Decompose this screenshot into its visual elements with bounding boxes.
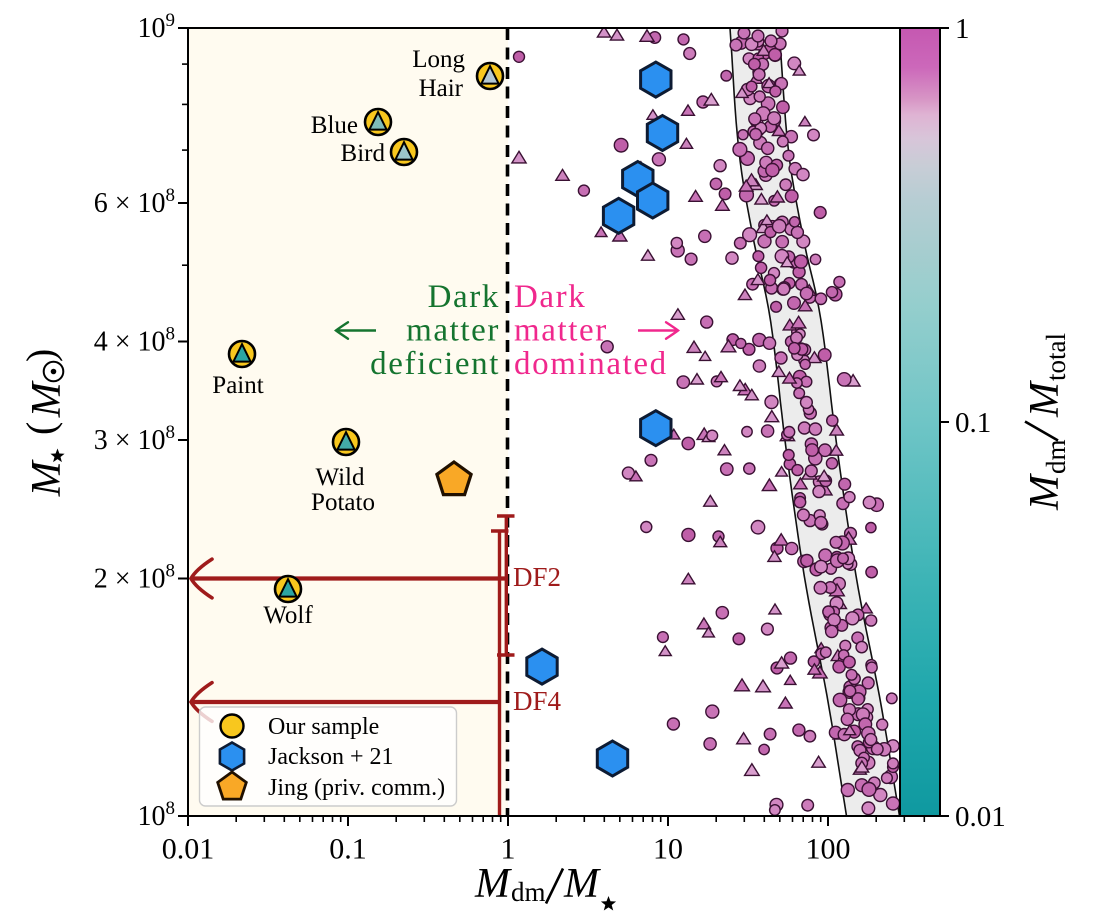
svg-text:Wild: Wild <box>316 464 365 491</box>
svg-text:dm: dm <box>511 877 546 907</box>
svg-text:deficient: deficient <box>370 346 500 382</box>
svg-text:Bird: Bird <box>341 140 386 167</box>
svg-text:Long: Long <box>412 46 465 73</box>
svg-text:Jackson + 21: Jackson + 21 <box>268 744 394 770</box>
svg-text:2 × 108: 2 × 108 <box>94 561 175 595</box>
svg-text:dm: dm <box>1041 439 1071 474</box>
svg-text:1: 1 <box>501 833 516 866</box>
svg-text:0.01: 0.01 <box>955 801 1006 833</box>
svg-text:0.1: 0.1 <box>955 407 991 439</box>
svg-text:0.1: 0.1 <box>329 833 367 866</box>
svg-text:total: total <box>1041 333 1071 381</box>
svg-text:(: ( <box>18 422 63 435</box>
svg-text:Dark: Dark <box>514 279 586 315</box>
svg-text:Paint: Paint <box>212 372 263 399</box>
svg-text:M: M <box>24 380 70 418</box>
svg-text:0.01: 0.01 <box>162 833 215 866</box>
svg-text:M: M <box>474 861 512 907</box>
svg-text:Blue: Blue <box>311 112 358 139</box>
svg-text:): ) <box>18 349 63 362</box>
svg-text:M: M <box>563 861 601 907</box>
svg-text:M: M <box>1022 380 1068 418</box>
svg-text:M: M <box>24 459 70 497</box>
svg-text:6 × 108: 6 × 108 <box>94 185 175 219</box>
svg-text:1: 1 <box>955 13 970 45</box>
svg-text:Potato: Potato <box>311 489 375 516</box>
svg-text:10: 10 <box>653 833 683 866</box>
svg-text:Dark: Dark <box>428 279 500 315</box>
svg-text:DF4: DF4 <box>513 686 562 716</box>
svg-text:4 × 108: 4 × 108 <box>94 324 175 358</box>
svg-text:Hair: Hair <box>419 75 464 102</box>
svg-text:DF2: DF2 <box>513 562 561 592</box>
svg-text:matter: matter <box>514 313 608 349</box>
svg-text:Jing (priv. comm.): Jing (priv. comm.) <box>268 775 445 801</box>
svg-text:100: 100 <box>806 833 851 866</box>
svg-text:matter: matter <box>406 313 500 349</box>
svg-text:M: M <box>1022 473 1068 511</box>
svg-text:dominated: dominated <box>514 346 668 382</box>
svg-text:Wolf: Wolf <box>263 602 313 629</box>
svg-text:3 × 108: 3 × 108 <box>94 422 175 456</box>
svg-text:Our sample: Our sample <box>268 714 379 740</box>
